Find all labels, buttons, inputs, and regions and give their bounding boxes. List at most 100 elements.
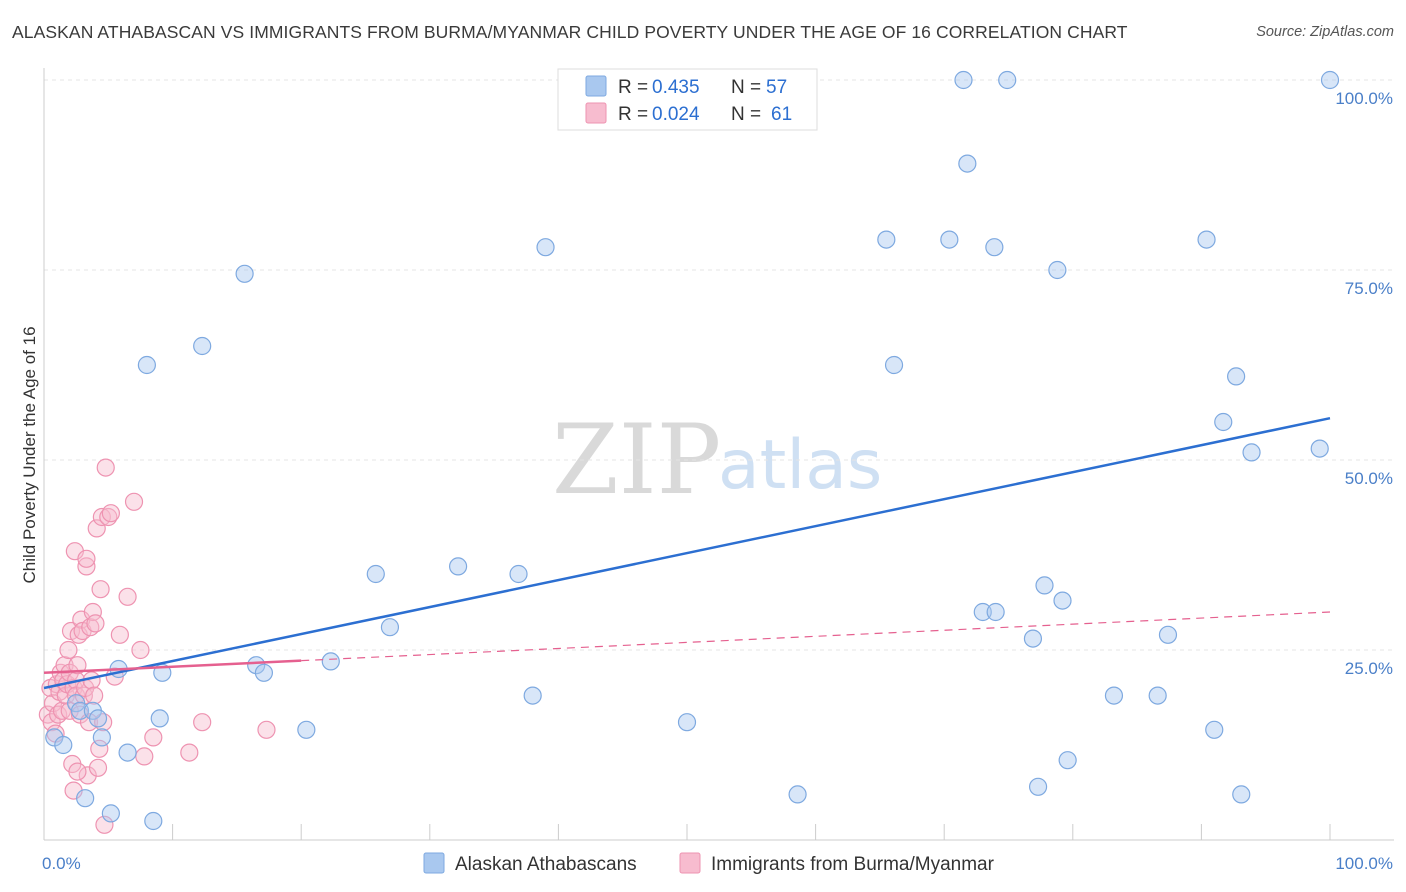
x-tick-label: 100.0%: [1335, 854, 1393, 873]
data-point-athabascan: [1028, 777, 1048, 796]
bottom-legend-swatch-blue: [423, 852, 445, 874]
data-point-athabascan: [92, 728, 111, 747]
series-legend: Alaskan Athabascans Immigrants from Burm…: [423, 852, 995, 875]
data-point-burma: [96, 458, 115, 477]
data-point-burma: [92, 507, 111, 527]
data-point-burma: [144, 728, 163, 747]
data-point-athabascan: [523, 686, 542, 705]
data-point-athabascan: [76, 789, 95, 808]
data-point-burma: [95, 815, 114, 834]
data-point-burma: [74, 686, 93, 705]
data-point-athabascan: [884, 355, 904, 375]
data-point-athabascan: [1048, 260, 1067, 280]
data-point-burma: [85, 686, 104, 705]
data-point-burma: [52, 701, 72, 720]
data-point-burma: [118, 587, 137, 606]
legend-n-label-2: N =: [731, 104, 761, 125]
bottom-legend-label-1: Alaskan Athabascans: [455, 854, 637, 875]
stats-legend: R = 0.435 N = 57 R = 0.024 N = 61: [557, 68, 818, 131]
data-point-athabascan: [1242, 443, 1261, 462]
legend-swatch-blue: [585, 75, 607, 97]
data-point-athabascan: [1053, 591, 1072, 610]
data-point-athabascan: [144, 811, 163, 831]
data-point-athabascan: [1197, 230, 1216, 249]
data-point-athabascan: [1310, 439, 1329, 458]
data-point-athabascan: [1035, 576, 1054, 595]
data-point-burma: [77, 549, 96, 568]
data-point-athabascan: [118, 743, 137, 762]
series-alaskan-athabascans-points: [45, 70, 1340, 831]
legend-r-value-2: 0.024: [652, 104, 700, 125]
data-point-athabascan: [1205, 720, 1224, 739]
data-point-burma: [83, 602, 102, 622]
data-point-burma: [42, 713, 61, 732]
data-point-burma: [59, 640, 78, 660]
legend-r-value-1: 0.435: [652, 77, 700, 98]
source-label: Source: ZipAtlas.com: [1256, 24, 1394, 40]
data-point-athabascan: [954, 70, 973, 90]
data-point-athabascan: [235, 264, 254, 283]
data-point-burma: [180, 743, 199, 762]
data-point-athabascan: [321, 652, 340, 671]
data-point-athabascan: [54, 735, 73, 755]
data-point-athabascan: [940, 230, 959, 249]
y-tick-labels: 25.0% 50.0% 75.0% 100.0%: [1335, 89, 1393, 678]
y-tick-label: 25.0%: [1345, 659, 1393, 678]
data-point-athabascan: [101, 804, 120, 823]
data-point-burma: [257, 720, 276, 739]
data-point-athabascan: [380, 618, 400, 637]
data-point-burma: [131, 640, 150, 660]
data-point-burma: [88, 758, 108, 777]
data-point-athabascan: [1158, 625, 1178, 644]
data-point-athabascan: [958, 154, 977, 173]
data-point-athabascan: [193, 336, 212, 356]
data-point-athabascan: [998, 70, 1017, 90]
data-point-athabascan: [137, 355, 156, 375]
data-point-burma: [124, 492, 144, 511]
data-point-athabascan: [366, 564, 385, 584]
data-point-athabascan: [877, 230, 896, 249]
data-point-burma: [68, 656, 87, 675]
data-point-burma: [68, 762, 87, 781]
data-point-burma: [86, 614, 105, 633]
data-point-athabascan: [536, 238, 555, 257]
data-point-athabascan: [1148, 686, 1167, 705]
data-point-athabascan: [247, 656, 266, 675]
trend-lines: [43, 416, 1331, 690]
bottom-legend-label-2: Immigrants from Burma/Myanmar: [711, 854, 995, 875]
data-point-athabascan: [297, 720, 316, 739]
trend-line-burma: [43, 659, 302, 675]
data-point-burma: [78, 766, 97, 785]
y-tick-label: 100.0%: [1335, 89, 1393, 108]
trend-line-athabascan: [43, 416, 1331, 690]
x-tick-labels: 0.0% 100.0%: [42, 854, 1393, 873]
data-point-athabascan: [985, 238, 1004, 257]
data-point-athabascan: [1023, 629, 1043, 648]
data-point-burma: [60, 701, 79, 720]
legend-r-label-1: R =: [618, 77, 648, 98]
grid-lines: [44, 79, 1394, 651]
data-point-athabascan: [788, 785, 807, 804]
data-point-athabascan: [1227, 367, 1246, 386]
data-point-athabascan: [254, 663, 274, 682]
data-point-athabascan: [677, 713, 697, 732]
data-point-athabascan: [150, 709, 169, 728]
data-point-athabascan: [1058, 751, 1077, 770]
watermark-atlas: atlas: [718, 426, 882, 505]
legend-swatch-pink: [585, 102, 607, 124]
data-point-burma: [135, 747, 154, 766]
data-point-burma: [87, 519, 106, 538]
legend-r-label-2: R =: [618, 104, 648, 125]
data-point-athabascan: [1232, 785, 1251, 804]
data-point-athabascan: [509, 564, 528, 584]
data-point-athabascan: [986, 602, 1005, 622]
data-point-athabascan: [1320, 70, 1340, 90]
data-point-burma: [110, 625, 129, 644]
y-axis-label: Child Poverty Under the Age of 16: [20, 326, 39, 583]
data-point-burma: [77, 557, 96, 576]
data-point-athabascan: [448, 557, 468, 576]
bottom-legend-swatch-pink: [679, 852, 701, 874]
data-point-burma: [193, 713, 212, 732]
data-point-burma: [101, 504, 120, 523]
